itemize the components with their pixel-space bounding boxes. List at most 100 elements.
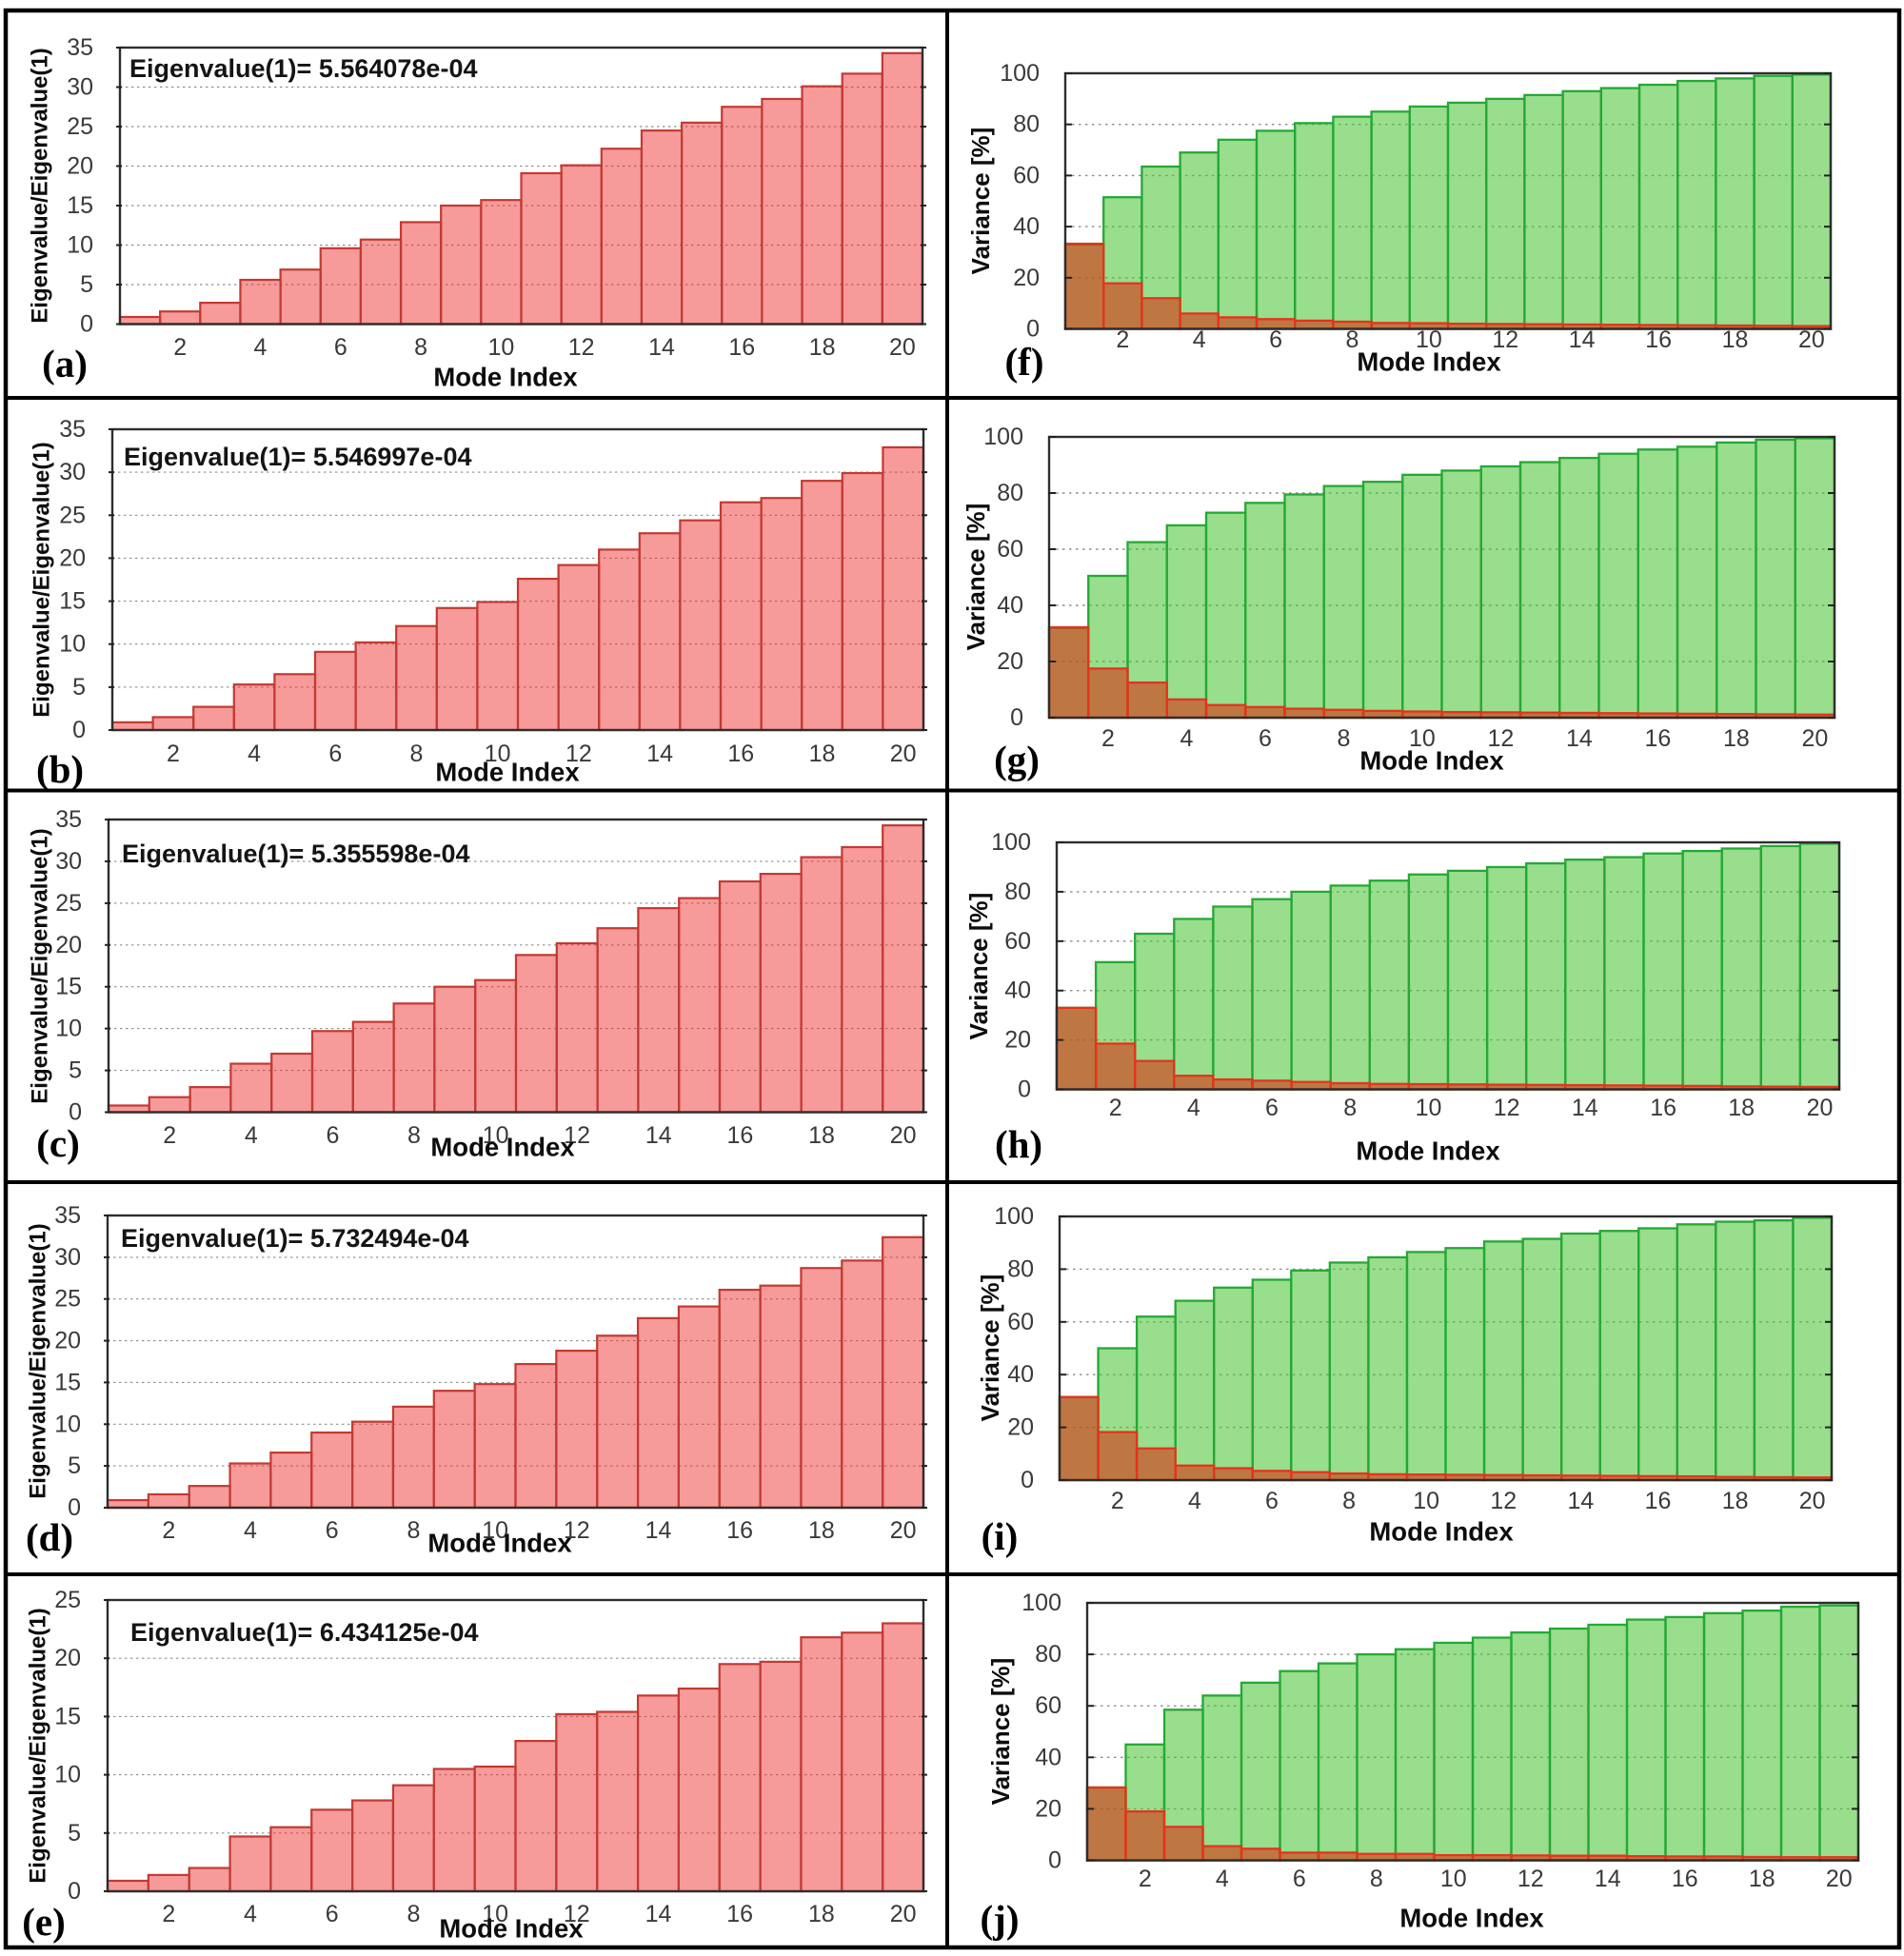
svg-text:12: 12: [564, 1901, 590, 1927]
svg-text:12: 12: [1492, 326, 1518, 353]
svg-text:(b): (b): [36, 747, 84, 791]
svg-text:40: 40: [997, 592, 1023, 619]
svg-text:12: 12: [1517, 1866, 1544, 1892]
svg-text:14: 14: [646, 741, 673, 767]
svg-text:6: 6: [326, 1122, 339, 1149]
svg-text:(a): (a): [42, 342, 88, 385]
svg-text:15: 15: [55, 974, 82, 1000]
svg-text:40: 40: [1007, 1361, 1034, 1388]
svg-text:16: 16: [1672, 1866, 1698, 1892]
svg-text:14: 14: [1595, 1866, 1621, 1892]
svg-text:40: 40: [1013, 213, 1040, 240]
svg-text:20: 20: [1035, 1795, 1061, 1822]
svg-text:16: 16: [726, 1122, 753, 1149]
svg-text:Mode Index: Mode Index: [427, 1529, 572, 1558]
svg-text:60: 60: [1004, 928, 1031, 955]
svg-text:14: 14: [1572, 1095, 1598, 1121]
svg-text:25: 25: [59, 502, 86, 528]
svg-text:12: 12: [564, 1122, 590, 1149]
svg-text:6: 6: [1265, 1095, 1279, 1121]
svg-text:10: 10: [1409, 725, 1436, 752]
svg-text:25: 25: [55, 890, 82, 917]
svg-text:Mode Index: Mode Index: [1369, 1517, 1514, 1547]
svg-text:(i): (i): [982, 1514, 1019, 1558]
svg-text:15: 15: [54, 1369, 81, 1395]
svg-text:10: 10: [483, 1122, 509, 1149]
svg-text:25: 25: [54, 1286, 81, 1313]
svg-text:6: 6: [1293, 1866, 1306, 1892]
svg-text:0: 0: [1021, 1467, 1034, 1493]
svg-text:14: 14: [645, 1517, 672, 1544]
svg-text:Mode Index: Mode Index: [433, 363, 578, 392]
svg-text:12: 12: [564, 1517, 590, 1544]
svg-text:20: 20: [890, 1122, 917, 1149]
svg-text:12: 12: [1487, 725, 1514, 752]
svg-text:10: 10: [482, 1517, 508, 1544]
svg-text:12: 12: [568, 334, 595, 361]
svg-text:2: 2: [173, 334, 187, 361]
svg-text:2: 2: [1111, 1488, 1124, 1514]
svg-text:2: 2: [163, 1122, 176, 1149]
svg-text:14: 14: [645, 1122, 672, 1149]
svg-text:(c): (c): [36, 1121, 80, 1165]
svg-text:0: 0: [1048, 1847, 1061, 1874]
svg-text:18: 18: [1728, 1095, 1755, 1121]
svg-text:18: 18: [808, 1122, 835, 1149]
svg-text:80: 80: [1004, 879, 1031, 905]
svg-text:40: 40: [1004, 978, 1031, 1004]
svg-text:0: 0: [80, 311, 93, 338]
svg-text:20: 20: [1798, 326, 1825, 353]
svg-text:5: 5: [72, 674, 86, 701]
svg-text:4: 4: [245, 1122, 258, 1149]
svg-text:2: 2: [162, 1517, 175, 1544]
svg-text:4: 4: [1180, 725, 1193, 752]
svg-text:10: 10: [55, 1016, 82, 1042]
svg-text:Eigenvalue(1)= 5.355598e-04: Eigenvalue(1)= 5.355598e-04: [122, 840, 469, 868]
svg-text:30: 30: [67, 74, 93, 101]
svg-text:Eigenvalue/Eigenvalue(1): Eigenvalue/Eigenvalue(1): [26, 1223, 51, 1498]
svg-text:8: 8: [1370, 1866, 1383, 1892]
svg-text:16: 16: [726, 1901, 753, 1927]
svg-text:8: 8: [1346, 326, 1359, 353]
svg-text:20: 20: [67, 153, 93, 180]
svg-text:80: 80: [997, 480, 1023, 506]
svg-text:100: 100: [983, 424, 1023, 450]
svg-text:2: 2: [162, 1901, 175, 1927]
svg-text:4: 4: [1188, 1488, 1201, 1514]
svg-text:8: 8: [407, 1517, 420, 1544]
svg-text:18: 18: [1722, 1488, 1749, 1514]
svg-text:Variance [%]: Variance [%]: [964, 893, 993, 1040]
svg-text:12: 12: [565, 741, 592, 767]
svg-text:(j): (j): [981, 1897, 1020, 1941]
svg-text:16: 16: [1650, 1095, 1676, 1121]
svg-text:(g): (g): [994, 738, 1040, 781]
svg-text:14: 14: [645, 1901, 672, 1927]
svg-text:10: 10: [54, 1411, 81, 1437]
svg-text:20: 20: [1826, 1866, 1853, 1892]
svg-text:4: 4: [248, 741, 261, 767]
svg-text:0: 0: [68, 1878, 81, 1905]
svg-text:35: 35: [54, 1202, 81, 1229]
svg-text:16: 16: [728, 334, 755, 361]
svg-text:20: 20: [890, 1517, 917, 1544]
svg-text:60: 60: [997, 536, 1023, 563]
svg-text:Mode Index: Mode Index: [1357, 347, 1501, 377]
svg-text:100: 100: [1021, 1590, 1061, 1616]
svg-text:8: 8: [410, 741, 424, 767]
svg-text:18: 18: [809, 334, 836, 361]
svg-text:20: 20: [1799, 1488, 1826, 1514]
svg-text:10: 10: [1416, 1095, 1442, 1121]
svg-text:10: 10: [1413, 1488, 1439, 1514]
svg-text:30: 30: [54, 1244, 81, 1271]
svg-text:100: 100: [994, 1203, 1034, 1230]
svg-text:4: 4: [1193, 326, 1206, 353]
svg-text:Eigenvalue/Eigenvalue(1): Eigenvalue/Eigenvalue(1): [28, 828, 53, 1103]
svg-text:4: 4: [244, 1901, 257, 1927]
svg-text:0: 0: [69, 1099, 82, 1126]
svg-text:4: 4: [1216, 1866, 1229, 1892]
svg-text:10: 10: [1440, 1866, 1467, 1892]
svg-text:25: 25: [67, 113, 93, 140]
svg-text:20: 20: [1801, 725, 1828, 752]
svg-text:Variance [%]: Variance [%]: [966, 128, 995, 275]
svg-text:10: 10: [1416, 326, 1442, 353]
